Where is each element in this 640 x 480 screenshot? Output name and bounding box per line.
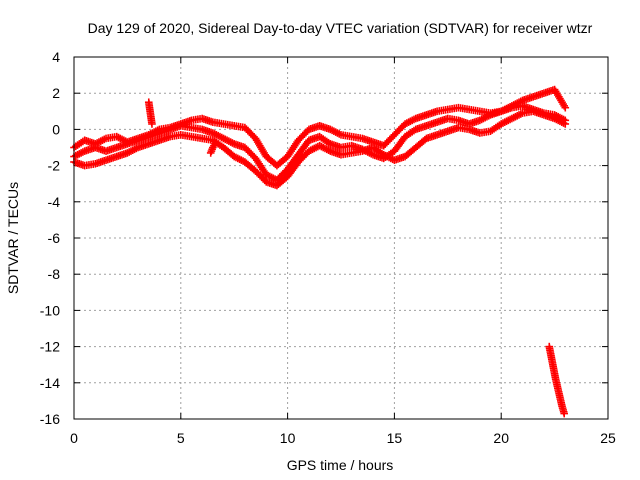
y-tick-label: -6 bbox=[48, 230, 61, 246]
y-tick-label: 4 bbox=[52, 49, 60, 65]
y-tick-label: -10 bbox=[40, 302, 60, 318]
y-tick-label: -2 bbox=[48, 158, 61, 174]
data-points bbox=[70, 85, 570, 418]
data-point bbox=[148, 120, 156, 128]
y-axis-label: SDTVAR / TECUs bbox=[5, 182, 21, 294]
y-tick-labels: 4 2 0 -2 -4 -6 -8 -10 -12 -14 -16 bbox=[40, 49, 60, 427]
y-tick-label: 0 bbox=[52, 121, 60, 137]
y-tick-label: -4 bbox=[48, 194, 61, 210]
chart-title: Day 129 of 2020, Sidereal Day-to-day VTE… bbox=[88, 20, 593, 36]
x-tick-labels: 0 5 10 15 20 25 bbox=[70, 430, 616, 446]
y-tick-label: 2 bbox=[52, 85, 60, 101]
data-point bbox=[561, 103, 570, 112]
y-tick-label: -16 bbox=[40, 411, 60, 427]
x-tick-label: 0 bbox=[70, 430, 78, 446]
x-tick-label: 25 bbox=[600, 430, 616, 446]
y-tick-label: -14 bbox=[40, 375, 60, 391]
x-tick-label: 10 bbox=[280, 430, 296, 446]
x-axis-label: GPS time / hours bbox=[287, 457, 394, 473]
y-tick-label: -12 bbox=[40, 339, 60, 355]
x-tick-label: 5 bbox=[177, 430, 185, 446]
x-tick-label: 15 bbox=[387, 430, 403, 446]
x-tick-label: 20 bbox=[493, 430, 509, 446]
plot-frame bbox=[73, 56, 609, 420]
data-point bbox=[211, 140, 219, 148]
data-point bbox=[560, 409, 569, 418]
grid bbox=[74, 57, 608, 419]
data-point bbox=[561, 120, 570, 128]
y-tick-label: -8 bbox=[48, 266, 61, 282]
